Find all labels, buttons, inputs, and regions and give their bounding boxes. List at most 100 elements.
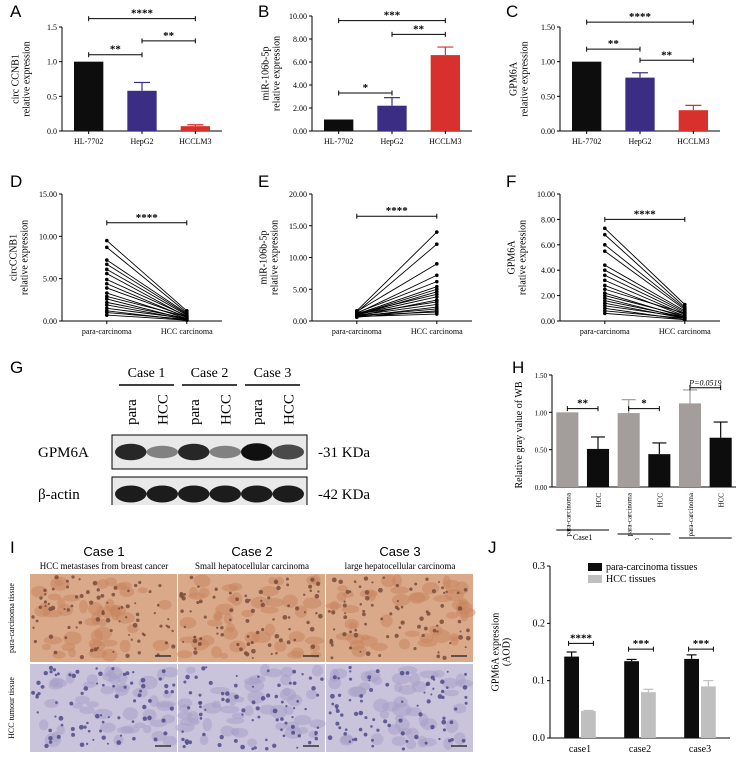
ihc-nucleus-0-0-36 <box>117 607 121 610</box>
ihc-nucleus-0-1-65 <box>303 611 307 614</box>
sig-label-h-1: * <box>641 398 647 410</box>
bar-j-1-1 <box>641 692 656 738</box>
ihc-nucleus-0-2-70 <box>343 615 348 620</box>
ihc-nucleus-0-0-7 <box>106 601 109 604</box>
ihc-nucleus-0-2-5 <box>436 654 441 659</box>
ihc-nucleus-0-0-17 <box>135 612 140 617</box>
point-para-d-6 <box>105 277 109 282</box>
ihc-nucleus-0-1-4 <box>196 600 200 605</box>
point-hcc-e-12 <box>435 302 439 307</box>
ihc-cell-0-1-39 <box>229 640 246 653</box>
ihc-nucleus-0-1-68 <box>244 594 248 598</box>
ihc-nucleus-1-1-72 <box>275 718 279 722</box>
ihc-nucleus-1-2-20 <box>445 686 449 689</box>
ihc-nucleus-0-1-51 <box>273 579 279 585</box>
ihc-nucleus-0-1-43 <box>255 630 260 635</box>
ihc-nucleus-1-0-75 <box>56 734 61 739</box>
ihc-nucleus-0-1-42 <box>287 616 291 619</box>
ihc-nucleus-1-0-52 <box>161 669 166 673</box>
ihc-nucleus-1-0-40 <box>75 669 80 674</box>
ihc-nucleus-0-0-31 <box>113 585 118 590</box>
y-axis-label-f-0: GPM6A <box>507 240 518 275</box>
ihc-nucleus-1-1-63 <box>280 728 283 732</box>
ihc-nucleus-0-0-25 <box>164 641 168 645</box>
ihc-cell-1-1-38 <box>244 679 265 693</box>
ihc-nucleus-0-0-56 <box>120 605 124 609</box>
ihc-nucleus-1-2-48 <box>327 735 333 740</box>
blot-case-1: Case 2 <box>191 366 229 381</box>
ihc-nucleus-1-0-47 <box>141 683 146 689</box>
ihc-cell-1-2-44 <box>394 682 403 693</box>
ihc-cell-1-1-7 <box>199 735 209 746</box>
ihc-cell-0-1-28 <box>227 595 239 603</box>
sig-label-h-2: P=0.0519 <box>688 379 721 388</box>
point-hcc-e-17 <box>435 312 439 316</box>
ihc-nucleus-0-2-9 <box>362 612 366 617</box>
ihc-nucleus-0-2-51 <box>370 603 374 607</box>
ihc-cell-0-2-33 <box>329 600 340 611</box>
ihc-nucleus-1-0-36 <box>161 718 166 723</box>
point-para-d-17 <box>105 313 109 317</box>
chart-e: 0.00 5.00 10.00 15.00 20.00 miR-106b-5p relati… <box>259 190 472 336</box>
point-para-f-2 <box>603 243 607 247</box>
pair-line-f-1 <box>604 234 686 308</box>
point-hcc-e-8 <box>435 292 439 297</box>
ihc-nucleus-0-0-74 <box>138 580 142 585</box>
ihc-cell-0-2-25 <box>421 582 440 595</box>
ihc-cell-0-0-37 <box>41 643 51 651</box>
ihc-nucleus-0-2-75 <box>378 587 383 593</box>
ihc-cell-1-2-30 <box>328 676 342 690</box>
ihc-nucleus-0-1-14 <box>261 628 265 632</box>
ihc-cell-1-1-2 <box>243 705 254 717</box>
x-tick-label-b-2: HCCLM3 <box>429 137 461 146</box>
ihc-nucleus-1-2-67 <box>430 693 433 696</box>
ihc-nucleus-0-2-0 <box>345 589 350 594</box>
ihc-nucleus-0-2-15 <box>358 585 362 589</box>
ihc-nucleus-1-2-37 <box>440 689 445 694</box>
bar-h-1 <box>586 448 610 487</box>
blot-lane-3: HCC <box>218 394 234 425</box>
ihc-nucleus-0-2-72 <box>441 586 445 590</box>
ihc-nucleus-0-0-75 <box>71 575 75 579</box>
ihc-nucleus-0-1-79 <box>314 594 320 599</box>
ihc-nucleus-1-1-26 <box>266 693 271 698</box>
ihc-nucleus-1-0-34 <box>85 742 89 746</box>
ihc-case-header-2: Case 2 <box>231 544 273 559</box>
y-tick-label-h-2: 1.00 <box>535 409 548 417</box>
ihc-cell-0-1-15 <box>302 597 322 609</box>
point-hcc-e-9 <box>435 295 439 299</box>
ihc-nucleus-0-1-15 <box>309 589 313 593</box>
ihc-nucleus-0-2-71 <box>398 626 402 629</box>
ihc-nucleus-1-2-40 <box>353 711 359 716</box>
ihc-nucleus-1-0-45 <box>83 686 89 691</box>
bar-h-0 <box>556 412 579 487</box>
ihc-nucleus-0-0-12 <box>148 590 152 594</box>
panel-label-b: B <box>258 2 270 21</box>
ihc-nucleus-1-2-79 <box>371 744 375 748</box>
ihc-nucleus-1-2-34 <box>348 665 352 670</box>
x-tick-label-f-0: para-carcinoma <box>580 327 630 336</box>
ihc-nucleus-1-1-36 <box>205 666 208 669</box>
ihc-nucleus-0-2-39 <box>365 651 371 657</box>
ihc-nucleus-0-1-11 <box>303 593 306 596</box>
ihc-nucleus-0-1-38 <box>244 598 250 604</box>
ihc-nucleus-0-1-50 <box>308 584 313 589</box>
ihc-nucleus-1-0-15 <box>99 714 103 717</box>
ihc-nucleus-0-2-32 <box>362 609 366 613</box>
ihc-cell-0-1-11 <box>219 652 228 659</box>
y-tick-label-b-0: 0.00 <box>293 127 307 136</box>
ihc-cell-1-2-19 <box>391 672 412 685</box>
ihc-nucleus-0-0-41 <box>65 579 69 583</box>
ihc-cell-1-2-0 <box>391 736 407 746</box>
pair-line-d-12 <box>106 301 187 319</box>
ihc-cell-0-1-35 <box>213 613 222 621</box>
point-para-d-7 <box>105 281 109 286</box>
panel-label-g: G <box>10 358 24 377</box>
pair-line-e-4 <box>356 281 437 314</box>
bar-a-0 <box>74 61 104 131</box>
ihc-nucleus-0-2-62 <box>457 606 463 611</box>
ihc-nucleus-0-2-16 <box>466 628 470 633</box>
ihc-nucleus-0-0-35 <box>136 618 140 622</box>
ihc-cell-0-2-42 <box>337 585 348 592</box>
ihc-nucleus-1-1-45 <box>208 680 213 686</box>
